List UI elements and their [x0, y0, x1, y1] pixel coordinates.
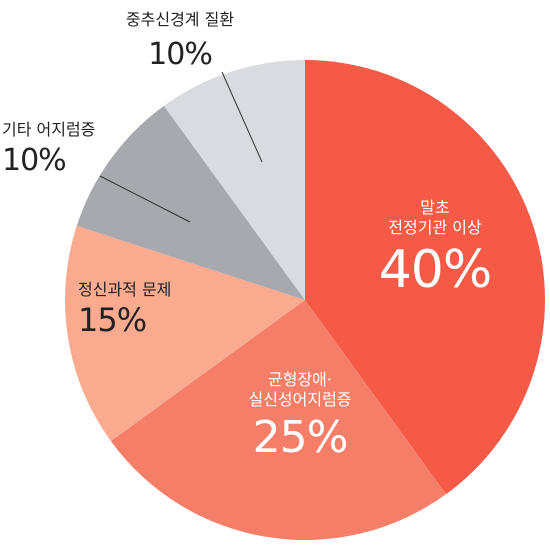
slice-label: 중추신경계 질환 10%: [105, 10, 255, 74]
pie-slice: [64, 225, 305, 442]
pie-slice: [163, 60, 305, 300]
slice-label: 말초 전정기관 이상 40%: [345, 198, 525, 303]
leader-line: [221, 71, 263, 163]
pie-slice: [76, 105, 306, 300]
value-label: 25%: [252, 412, 349, 463]
category-name: 기타 어지럼증: [2, 120, 96, 139]
value-label: 40%: [378, 240, 493, 300]
category-name: 말초 전정기관 이상: [388, 198, 482, 237]
pie-slice: [110, 300, 447, 540]
slice-label: 균형장애· 실신성어지럼증 25%: [195, 370, 405, 465]
slice-label: 정신과적 문제 15%: [78, 280, 218, 340]
slice-label: 기타 어지럼증 10%: [2, 120, 152, 180]
pie-slice: [305, 60, 546, 495]
category-name: 균형장애· 실신성어지럼증: [248, 370, 352, 409]
category-name: 중추신경계 질환: [125, 10, 235, 29]
category-name: 정신과적 문제: [78, 280, 172, 299]
value-label: 10%: [148, 37, 213, 72]
leader-line: [99, 175, 191, 223]
value-label: 10%: [2, 143, 67, 178]
value-label: 15%: [78, 301, 147, 339]
